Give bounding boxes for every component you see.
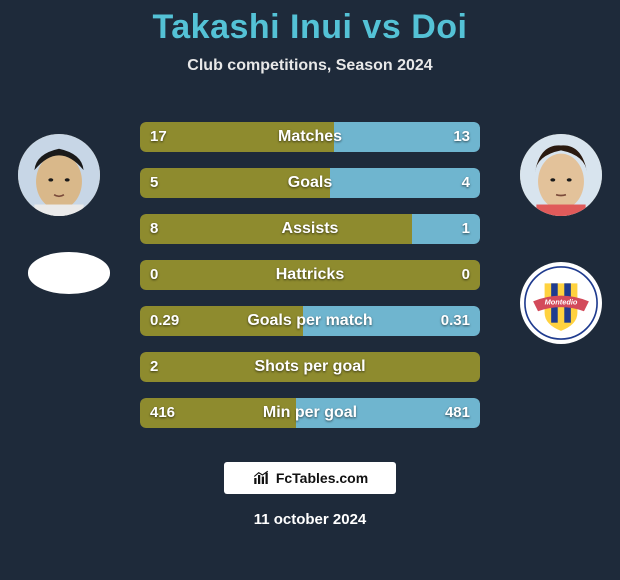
player-left-avatar bbox=[18, 134, 100, 216]
stat-label: Hattricks bbox=[140, 260, 480, 290]
player-right-face-icon bbox=[520, 134, 602, 216]
club-badge-text: Montedio bbox=[545, 298, 578, 307]
branding-text: FcTables.com bbox=[276, 470, 368, 486]
stat-label: Min per goal bbox=[140, 398, 480, 428]
stat-row: 81Assists bbox=[140, 214, 480, 244]
stat-row: 2Shots per goal bbox=[140, 352, 480, 382]
stat-row: 1713Matches bbox=[140, 122, 480, 152]
stat-label: Goals bbox=[140, 168, 480, 198]
stat-label: Shots per goal bbox=[140, 352, 480, 382]
stat-row: 416481Min per goal bbox=[140, 398, 480, 428]
comparison-card: Takashi Inui vs Doi Club competitions, S… bbox=[0, 0, 620, 580]
stats-panel: 1713Matches 54Goals 81Assists 00Hattricks 0.… bbox=[140, 122, 480, 444]
stat-label: Assists bbox=[140, 214, 480, 244]
club-badge-icon: Montedio bbox=[520, 262, 602, 344]
comparison-date: 11 october 2024 bbox=[0, 511, 620, 528]
chart-icon bbox=[252, 469, 270, 487]
player-left-club-logo bbox=[28, 252, 110, 294]
page-title: Takashi Inui vs Doi bbox=[0, 8, 620, 47]
player-right-club-logo: Montedio bbox=[520, 262, 602, 344]
subtitle: Club competitions, Season 2024 bbox=[0, 57, 620, 75]
stat-row: 0.290.31Goals per match bbox=[140, 306, 480, 336]
stat-label: Matches bbox=[140, 122, 480, 152]
stat-row: 00Hattricks bbox=[140, 260, 480, 290]
stat-label: Goals per match bbox=[140, 306, 480, 336]
player-left-face-icon bbox=[18, 134, 100, 216]
branding-badge[interactable]: FcTables.com bbox=[224, 462, 396, 494]
player-right-avatar bbox=[520, 134, 602, 216]
stat-row: 54Goals bbox=[140, 168, 480, 198]
